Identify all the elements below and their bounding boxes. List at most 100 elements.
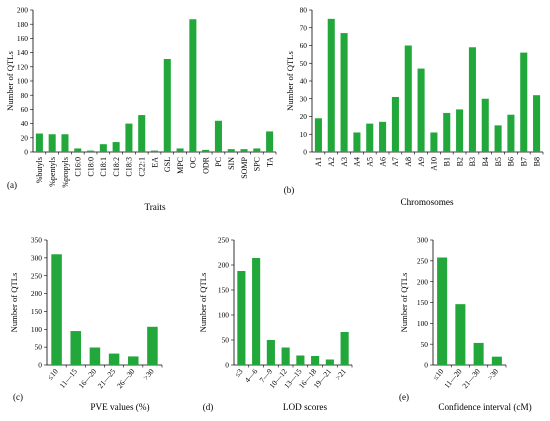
bar xyxy=(74,148,82,152)
y-axis-title: Number of QTLs xyxy=(198,272,208,332)
x-tick-label: %butyls xyxy=(35,157,44,183)
y-axis-title: Number of QTLs xyxy=(9,272,19,332)
y-tick-label: 160 xyxy=(17,34,28,43)
bar xyxy=(147,326,158,365)
bar xyxy=(89,347,101,365)
x-tick-label: SIN xyxy=(227,157,236,170)
bar xyxy=(138,115,146,152)
y-tick-label: 20 xyxy=(300,112,308,121)
bar xyxy=(214,120,222,152)
x-tick-label: A4 xyxy=(353,157,362,167)
x-tick-label: C18:0 xyxy=(86,157,95,177)
x-tick-label: GSL xyxy=(163,157,172,172)
bar xyxy=(507,114,515,152)
bar xyxy=(70,331,82,365)
bar xyxy=(108,353,120,365)
y-tick-label: 0 xyxy=(38,361,42,370)
x-tick-label: 11—20 xyxy=(442,367,463,390)
bar xyxy=(391,96,399,152)
x-tick-label: 16—20 xyxy=(77,367,99,390)
bar xyxy=(266,131,274,152)
bar xyxy=(491,356,502,365)
bar xyxy=(520,52,528,152)
x-tick-label: 4—6 xyxy=(243,367,260,385)
x-tick-label: A1 xyxy=(314,157,323,167)
y-tick-label: 50 xyxy=(421,340,429,349)
y-tick-label: 100 xyxy=(17,77,28,86)
bar xyxy=(150,150,159,152)
y-tick-label: 250 xyxy=(31,271,42,280)
x-tick-label: ≤10 xyxy=(431,367,446,382)
x-tick-label: >30 xyxy=(141,367,156,382)
x-tick-label: B8 xyxy=(532,157,541,166)
x-tick-label: A3 xyxy=(340,157,349,167)
y-axis-title: Number of QTLs xyxy=(285,51,295,111)
y-tick-label: 150 xyxy=(31,307,42,316)
y-tick-label: 100 xyxy=(31,325,42,334)
bar xyxy=(366,123,374,152)
x-tick-label: A2 xyxy=(327,157,336,167)
bar xyxy=(327,18,335,152)
bar xyxy=(99,144,107,152)
y-tick-label: 150 xyxy=(417,298,428,307)
bar xyxy=(252,258,261,365)
y-tick-label: 350 xyxy=(31,236,42,245)
x-tick-label: 26—30 xyxy=(115,367,137,390)
y-tick-label: 0 xyxy=(24,148,28,157)
x-tick-label: 11—15 xyxy=(58,367,79,390)
chart-panel-4: 050100150200250≤34—67—910—1213—1516—1819… xyxy=(198,236,353,412)
chart-panel-2: 0 10 20 30 40 50 60 70 80 A1 A2 A3 A4 A5 A6 A7 A8 A9 A10 B1… xyxy=(284,6,544,207)
x-tick-label: PC xyxy=(214,157,223,167)
x-tick-label: MPC xyxy=(176,157,185,174)
panel-label: (b) xyxy=(284,185,295,195)
x-tick-label: B2 xyxy=(455,157,464,166)
x-tick-label: B1 xyxy=(443,157,452,166)
bar xyxy=(163,58,171,152)
x-tick-label: A7 xyxy=(391,157,400,167)
y-tick-label: 80 xyxy=(300,6,308,15)
x-axis-title: Confidence interval (cM) xyxy=(438,402,531,412)
x-axis-title: Traits xyxy=(144,202,166,212)
x-tick-label: B4 xyxy=(481,157,490,166)
y-tick-label: 0 xyxy=(225,361,229,370)
bar xyxy=(494,125,502,152)
y-tick-label: 300 xyxy=(417,236,428,245)
y-tick-label: 40 xyxy=(21,119,29,128)
bar xyxy=(340,33,348,153)
bar xyxy=(325,359,334,365)
x-tick-label: A8 xyxy=(404,157,413,167)
bar xyxy=(468,47,476,152)
bar xyxy=(456,109,464,152)
bar xyxy=(481,98,489,152)
x-tick-label: B6 xyxy=(507,157,516,166)
y-tick-label: 150 xyxy=(218,286,229,295)
chart-panel-3: 0 50 100 150 200 250 300 350 ≤1011—1516—2021—252… xyxy=(9,236,163,412)
y-tick-label: 50 xyxy=(300,59,308,68)
x-tick-label: >30 xyxy=(486,367,501,382)
bar xyxy=(340,332,349,365)
bar xyxy=(237,271,246,365)
x-tick-label: C16:0 xyxy=(74,157,83,177)
x-tick-label: SOMP xyxy=(240,156,249,178)
y-tick-label: 50 xyxy=(35,343,43,352)
y-tick-label: 200 xyxy=(17,6,28,15)
y-tick-label: 120 xyxy=(17,62,28,71)
y-tick-label: 40 xyxy=(300,77,308,86)
y-tick-label: 200 xyxy=(31,289,42,298)
y-tick-label: 20 xyxy=(21,133,29,142)
y-tick-label: 70 xyxy=(300,23,308,32)
x-tick-label: B5 xyxy=(494,157,503,166)
panel-label: (e) xyxy=(399,392,409,402)
y-tick-label: 300 xyxy=(31,253,42,262)
x-tick-label: A6 xyxy=(378,157,387,167)
x-tick-label: A10 xyxy=(430,157,439,171)
y-tick-label: 250 xyxy=(218,236,229,245)
bar xyxy=(281,347,290,365)
x-tick-label: %pentyls xyxy=(48,157,57,187)
bar xyxy=(437,257,448,365)
x-tick-label: A9 xyxy=(417,157,426,167)
bar xyxy=(61,134,69,152)
panel-label: (c) xyxy=(13,392,23,402)
bar xyxy=(176,148,184,152)
